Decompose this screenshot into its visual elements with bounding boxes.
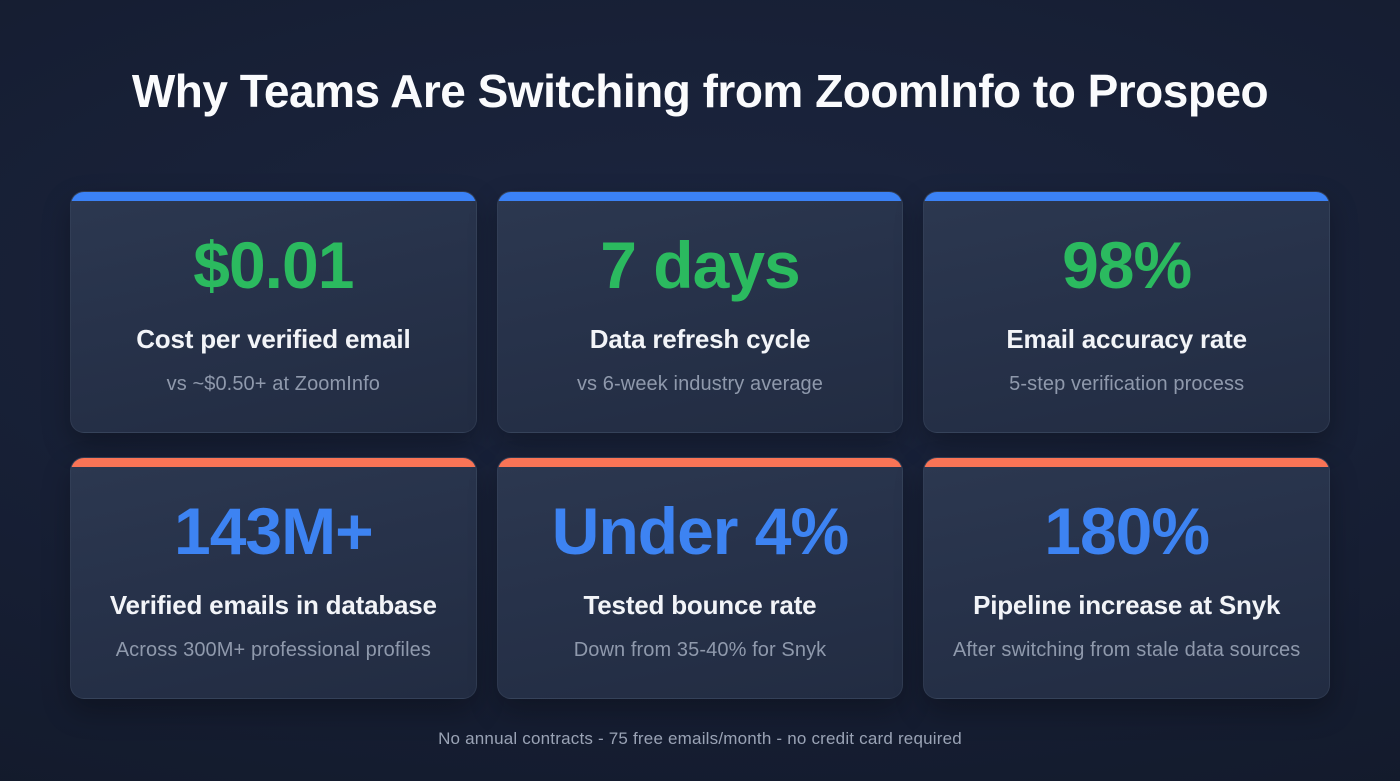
stat-card: Under 4% Tested bounce rate Down from 35… [496,457,904,700]
card-accent-bar [497,192,903,202]
card-accent-bar [924,192,1329,202]
stat-card-body: 143M+ Verified emails in database Across… [71,467,476,698]
stat-value: 180% [1044,494,1210,569]
stat-subtext: 5-step verification process [1009,373,1245,396]
stat-label: Data refresh cycle [589,324,811,355]
stat-label: Tested bounce rate [583,590,817,621]
stat-card-body: 98% Email accuracy rate 5-step verificat… [924,201,1329,432]
stat-label: Email accuracy rate [1006,324,1247,355]
stat-subtext: Down from 35-40% for Snyk [573,639,827,662]
stat-label: Pipeline increase at Snyk [973,590,1281,621]
stat-subtext: Across 300M+ professional profiles [115,639,431,662]
stat-value: 98% [1062,228,1192,303]
stat-card: 180% Pipeline increase at Snyk After swi… [923,457,1330,700]
stat-card: 98% Email accuracy rate 5-step verificat… [923,191,1330,434]
stat-label: Verified emails in database [109,590,437,621]
stats-grid: $0.01 Cost per verified email vs ~$0.50+… [70,191,1330,700]
card-accent-bar [497,458,903,468]
stat-card-body: Under 4% Tested bounce rate Down from 35… [498,467,903,698]
card-accent-bar [71,192,476,202]
stat-subtext: vs ~$0.50+ at ZoomInfo [166,373,381,396]
footer-note: No annual contracts - 75 free emails/mon… [438,729,962,749]
stat-value: 143M+ [174,494,374,569]
stat-value: $0.01 [193,228,354,303]
stat-card: 143M+ Verified emails in database Across… [70,457,477,700]
stat-card: 7 days Data refresh cycle vs 6-week indu… [496,191,904,434]
card-accent-bar [71,458,476,468]
stat-label: Cost per verified email [136,324,411,355]
card-accent-bar [924,458,1329,468]
page-title: Why Teams Are Switching from ZoomInfo to… [131,65,1269,117]
stat-subtext: After switching from stale data sources [952,639,1301,662]
stat-card-body: 7 days Data refresh cycle vs 6-week indu… [498,201,903,432]
stat-card: $0.01 Cost per verified email vs ~$0.50+… [70,191,477,434]
stat-card-body: 180% Pipeline increase at Snyk After swi… [924,467,1329,698]
stat-value: 7 days [600,228,800,303]
stat-card-body: $0.01 Cost per verified email vs ~$0.50+… [71,201,476,432]
stat-value: Under 4% [551,494,849,569]
stat-subtext: vs 6-week industry average [576,373,824,396]
